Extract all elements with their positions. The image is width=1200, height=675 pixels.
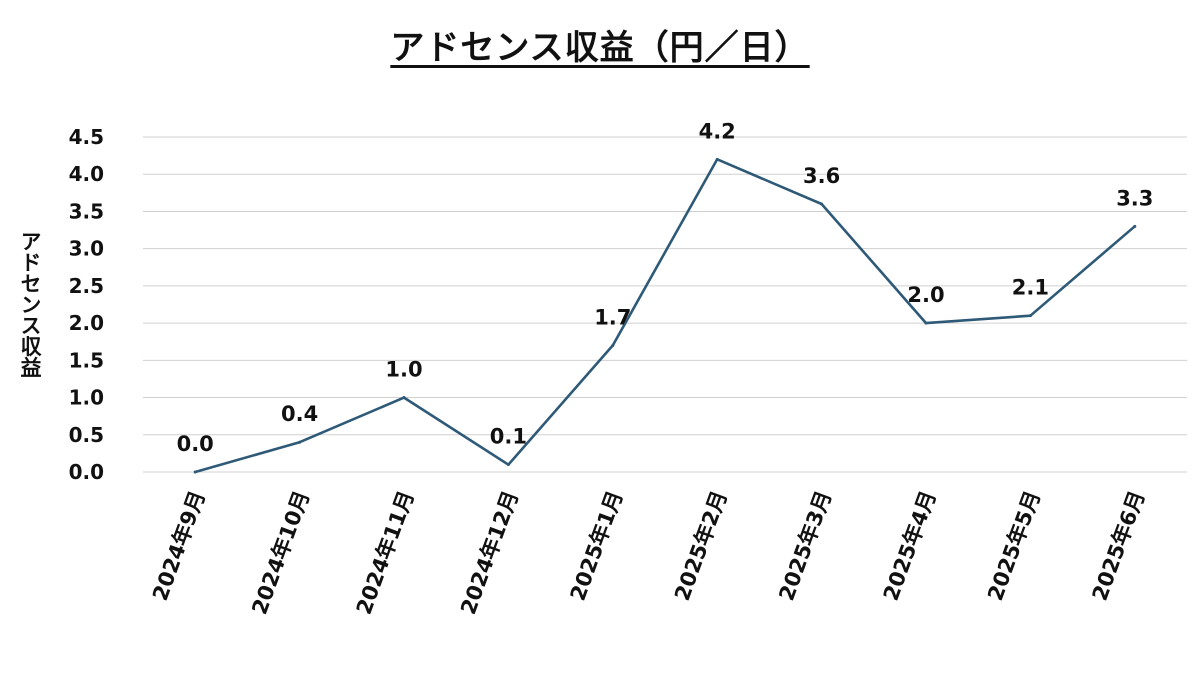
data-point (611, 343, 615, 347)
data-point (924, 321, 928, 325)
series-line (193, 158, 1137, 474)
y-tick-label: 2.5 (69, 274, 104, 298)
data-point (506, 463, 510, 467)
data-label: 0.0 (177, 432, 214, 456)
data-point (715, 157, 719, 161)
y-tick-label: 2.0 (69, 311, 104, 335)
data-point (402, 396, 406, 400)
y-tick-label: 1.0 (69, 386, 104, 410)
y-tick-label: 0.5 (69, 423, 104, 447)
data-point (193, 470, 197, 474)
x-category-label: 2025年1月 (566, 488, 628, 604)
data-label: 4.2 (699, 119, 736, 143)
y-tick-label: 4.0 (69, 162, 104, 186)
y-axis-title: アドセンス収益 (18, 231, 42, 378)
x-category-label: 2025年5月 (983, 488, 1045, 604)
data-label: 0.4 (281, 402, 318, 426)
y-tick-label: 4.5 (69, 125, 104, 149)
y-tick-label: 3.5 (69, 199, 104, 223)
x-category-label: 2024年9月 (148, 488, 210, 604)
x-category-label: 2024年11月 (352, 488, 419, 618)
data-point (298, 440, 302, 444)
data-label: 2.0 (907, 283, 944, 307)
data-label: 1.0 (385, 358, 422, 382)
data-point (1028, 314, 1032, 318)
x-category-label: 2025年2月 (670, 488, 732, 604)
data-label: 3.6 (803, 164, 840, 188)
y-tick-label: 0.0 (69, 460, 104, 484)
chart-title: アドセンス収益（円／日） (390, 28, 810, 68)
y-tick-label: 1.5 (69, 348, 104, 372)
x-category-label: 2024年10月 (247, 488, 314, 618)
data-label: 3.3 (1116, 186, 1153, 210)
x-category-label: 2024年12月 (456, 488, 523, 618)
x-category-label: 2025年3月 (774, 488, 836, 604)
x-category-label: 2025年4月 (879, 488, 941, 604)
data-label: 0.1 (490, 425, 527, 449)
y-tick-label: 3.0 (69, 237, 104, 261)
x-category-label: 2025年6月 (1088, 488, 1150, 604)
data-point (820, 202, 824, 206)
data-label: 2.1 (1012, 276, 1049, 300)
data-label: 1.7 (594, 305, 631, 329)
data-point (1133, 224, 1137, 228)
